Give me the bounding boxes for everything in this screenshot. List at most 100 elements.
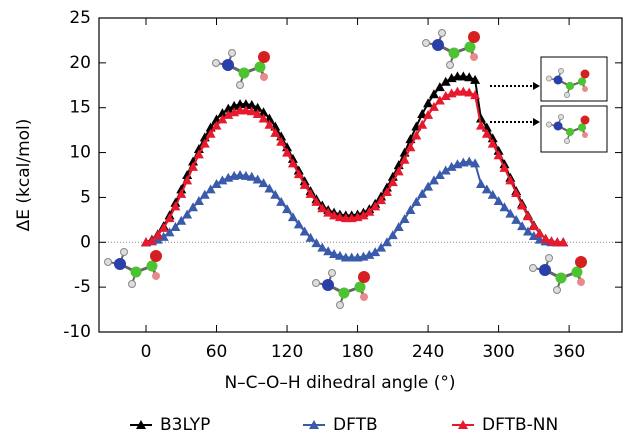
point-marker [428, 89, 439, 99]
point-marker [505, 175, 516, 185]
point-marker [364, 206, 375, 216]
legend-marker [309, 420, 319, 429]
point-marker [240, 105, 251, 115]
molecule-image [311, 268, 372, 310]
point-marker [399, 213, 410, 223]
x-tick-label: 60 [206, 342, 228, 362]
y-axis-label: ΔE (kcal/mol) [14, 119, 34, 232]
point-marker [440, 91, 451, 101]
point-marker [475, 120, 486, 130]
plot-frame [98, 17, 623, 333]
point-marker [323, 246, 334, 256]
point-marker [387, 177, 398, 187]
point-marker [270, 127, 281, 137]
point-marker [399, 154, 410, 164]
x-tick-label: 120 [271, 342, 303, 362]
legend-label: B3LYP [160, 415, 210, 435]
point-marker [417, 108, 428, 118]
point-marker [329, 248, 340, 258]
y-tick-label: 10 [69, 143, 91, 163]
point-marker [417, 119, 428, 129]
point-marker [182, 209, 193, 219]
point-marker [540, 233, 551, 243]
point-marker [152, 230, 163, 240]
point-marker [235, 170, 246, 179]
x-tick-label: 360 [553, 342, 585, 362]
point-marker [305, 188, 316, 198]
x-tick-label: 0 [141, 342, 152, 362]
point-marker [164, 213, 175, 223]
point-marker [370, 247, 381, 257]
point-marker [423, 98, 434, 108]
point-marker [558, 237, 569, 247]
point-marker [387, 230, 398, 240]
point-marker [252, 174, 263, 184]
point-marker [211, 120, 222, 130]
point-marker [329, 210, 340, 220]
point-marker [246, 106, 257, 116]
point-marker [364, 249, 375, 259]
point-marker [411, 130, 422, 140]
point-marker [470, 74, 481, 84]
x-axis-label: N–C–O–H dihedral angle (°) [224, 373, 455, 393]
point-marker [517, 200, 528, 210]
point-marker [311, 196, 322, 206]
point-marker [258, 107, 269, 117]
molecule-image [103, 247, 164, 289]
point-marker [470, 158, 481, 168]
point-marker [252, 102, 263, 112]
point-marker [317, 203, 328, 213]
point-marker [264, 119, 275, 129]
x-tick-label: 180 [341, 342, 373, 362]
point-marker [299, 226, 310, 236]
molecule-image [528, 253, 589, 295]
point-marker [217, 175, 228, 185]
y-tick-label: -10 [63, 322, 91, 342]
point-marker [334, 212, 345, 222]
point-marker [164, 227, 175, 237]
point-marker [199, 138, 210, 148]
point-marker [487, 138, 498, 148]
y-tick-label: 25 [69, 8, 91, 28]
point-marker [428, 175, 439, 185]
point-marker [493, 196, 504, 206]
point-marker [176, 188, 187, 198]
point-marker [376, 195, 387, 205]
y-tick-label: -5 [74, 277, 91, 297]
point-marker [317, 242, 328, 252]
point-marker [293, 219, 304, 229]
legend-marker [458, 420, 468, 429]
point-marker [258, 113, 269, 123]
point-marker [246, 171, 257, 181]
point-marker [464, 87, 475, 97]
point-marker [458, 86, 469, 96]
point-marker [475, 178, 486, 188]
point-marker [528, 231, 539, 241]
x-tick-label: 300 [482, 342, 514, 362]
point-marker [511, 187, 522, 197]
point-marker [434, 170, 445, 179]
point-marker [240, 99, 251, 109]
point-marker [393, 222, 404, 232]
point-marker [205, 184, 216, 194]
point-marker [146, 235, 157, 245]
point-marker [434, 82, 445, 92]
point-marker [287, 158, 298, 168]
point-marker [423, 109, 434, 119]
point-marker [423, 181, 434, 191]
arrow-head [533, 82, 540, 90]
point-marker [205, 128, 216, 138]
point-marker [487, 189, 498, 199]
point-marker [270, 189, 281, 199]
point-marker [381, 187, 392, 197]
point-marker [481, 184, 492, 194]
point-marker [358, 210, 369, 220]
arrow-head [533, 118, 540, 126]
point-marker [393, 166, 404, 176]
point-marker [311, 238, 322, 248]
point-marker [334, 250, 345, 260]
legend-marker [136, 420, 146, 429]
point-marker [323, 207, 334, 217]
point-marker [534, 228, 545, 238]
point-marker [199, 189, 210, 199]
